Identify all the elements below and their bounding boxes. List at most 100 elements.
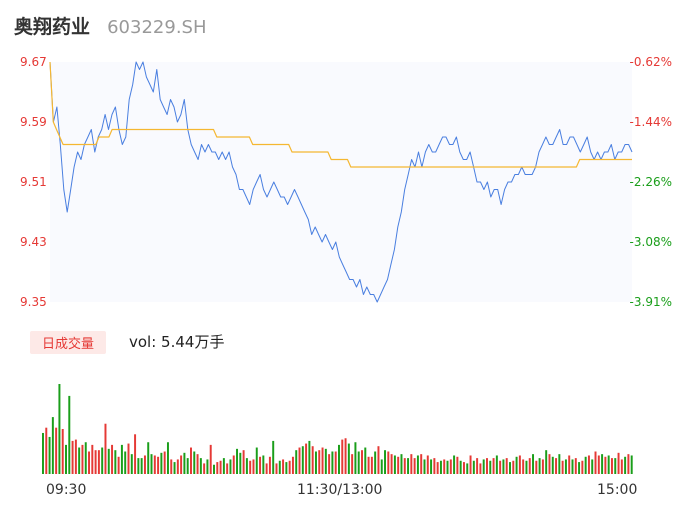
volume-bar [203,463,206,474]
volume-bar [430,459,433,474]
volume-bar [120,444,123,474]
volume-bar [216,462,219,474]
volume-bar [259,456,262,474]
volume-bar [469,455,472,474]
volume-bar [380,459,383,474]
volume-bar [344,438,347,474]
volume-bar [614,458,617,474]
volume-bar [180,455,183,474]
volume-bar [262,455,265,474]
volume-bar [206,459,209,474]
y-tick-right-4: -3.91% [629,295,672,309]
volume-bar [45,427,48,474]
volume-bar [84,442,87,474]
volume-bar [147,442,150,474]
volume-bar [449,459,452,474]
volume-bar [338,444,340,474]
volume-bar [334,451,337,474]
daily-volume-badge: 日成交量 [30,331,107,354]
volume-bar [617,452,620,474]
volume-bar [555,458,558,474]
volume-bar [364,447,367,474]
volume-bar [446,460,449,474]
x-tick-close: 15:00 [597,482,638,498]
volume-bar [324,448,327,474]
volume-bar [436,462,439,474]
volume-bar [331,451,334,474]
volume-bar [453,455,456,474]
volume-bar [111,444,114,474]
volume-bar [584,456,587,474]
volume-bar [548,454,551,474]
volume-bar [545,450,548,474]
y-tick-right-2: -2.26% [629,175,672,189]
volume-bar [466,463,469,474]
volume-bar [272,440,275,474]
volume-bar [357,451,360,474]
volume-bar [321,447,324,474]
volume-bar [591,459,594,474]
volume-bar [439,460,442,474]
volume-bar [486,458,488,474]
volume-bar [610,458,613,474]
volume-bar [48,436,51,474]
y-tick-left-3: 9.43 [20,235,47,249]
volume-bar [81,444,84,474]
volume-bar [137,458,140,474]
volume-bar [387,451,390,474]
volume-bar [390,454,393,474]
volume-bar [275,463,278,474]
volume-bar [502,459,505,474]
volume-bar [551,456,554,474]
volume-bar [117,456,120,474]
volume-bar [541,459,544,474]
volume-bar [291,456,294,474]
volume-bar [249,460,252,474]
volume-bar [361,450,363,474]
volume-bar [252,459,255,474]
volume-bar [384,450,387,474]
volume-bar [578,462,581,474]
x-tick-open: 09:30 [46,482,87,498]
y-tick-left-0: 9.67 [20,55,47,69]
volume-bar [462,462,465,474]
volume-bar [282,459,285,474]
volume-bar [328,454,331,474]
volume-bar [604,456,607,474]
volume-bar [571,459,574,474]
volume-bar [581,460,584,474]
volume-bar [153,455,156,474]
volume-bar [482,459,485,474]
volume-bar [124,451,127,474]
volume-bar [505,458,508,474]
volume-bar [170,459,173,474]
volume-bar [114,450,117,474]
volume-bar [183,452,186,474]
price-line [49,61,633,303]
volume-bar [620,459,623,474]
volume-bar [61,429,64,474]
volume-bar [495,455,498,474]
volume-bar [354,442,357,474]
volume-bar [68,395,71,474]
volume-bar [285,462,288,474]
volume-bar [341,439,344,474]
volume-bar [407,458,410,474]
volume-bar [416,455,419,474]
volume-value: vol: 5.44万手 [129,333,225,351]
volume-bar [594,451,597,474]
volume-bar [311,446,314,474]
volume-bar [351,454,354,474]
volume-bar [140,458,143,474]
volume-bar [574,458,577,474]
volume-bar [377,446,380,474]
volume-bar [134,434,137,474]
volume-bar [58,384,61,474]
volume-bar [55,427,58,474]
volume-bar [443,459,446,474]
volume-bar [561,460,564,474]
volume-bar [196,454,199,474]
volume-bar [268,456,271,474]
stock-header: 奥翔药业 603229.SH [14,12,207,42]
